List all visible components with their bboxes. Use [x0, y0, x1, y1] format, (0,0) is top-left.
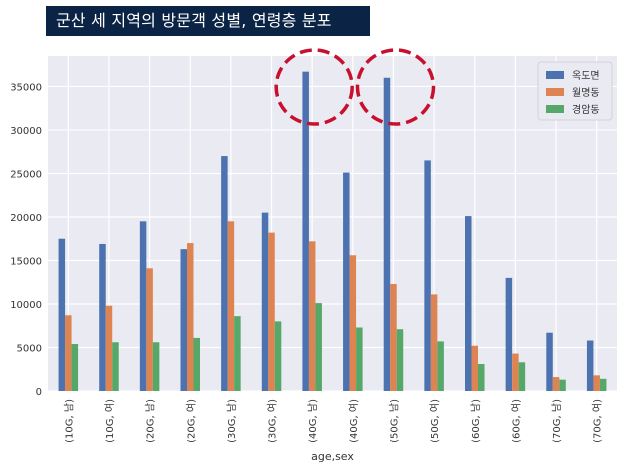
- bar: [227, 221, 235, 391]
- y-tick-label: 0: [36, 387, 42, 398]
- bar: [396, 329, 404, 391]
- x-axis-label: age,sex: [311, 450, 354, 463]
- x-tick-label: (30G, 여): [267, 399, 279, 443]
- bar: [261, 212, 269, 391]
- x-tick-label: (40G, 여): [348, 399, 360, 443]
- bar: [105, 305, 113, 391]
- highlight-circle: [274, 48, 354, 126]
- legend-swatch: [546, 105, 564, 113]
- y-tick-label: 25000: [10, 169, 42, 180]
- bar: [139, 221, 147, 391]
- bar: [152, 342, 160, 391]
- bar: [505, 277, 513, 391]
- x-tick-label: (10G, 남): [63, 399, 75, 443]
- bar: [424, 160, 431, 391]
- bar: [430, 294, 438, 391]
- bar: [65, 315, 72, 391]
- x-tick-label: (50G, 남): [388, 399, 400, 443]
- legend-swatch: [546, 71, 564, 79]
- bar: [464, 216, 472, 391]
- bar: [302, 71, 309, 391]
- legend-label: 옥도면: [572, 70, 600, 82]
- x-tick-label: (40G, 남): [307, 399, 319, 443]
- legend-swatch: [546, 88, 564, 96]
- y-tick-label: 5000: [17, 343, 42, 354]
- bar: [221, 156, 228, 391]
- x-tick-label: (30G, 남): [226, 399, 238, 443]
- bar: [546, 332, 553, 391]
- highlight-circles: [274, 48, 436, 126]
- y-tick-label: 15000: [10, 256, 42, 267]
- bar: [180, 249, 187, 391]
- bar: [99, 243, 106, 391]
- bar: [383, 77, 391, 392]
- x-tick-label: (60G, 여): [510, 399, 522, 443]
- bar: [315, 303, 322, 391]
- bars: [58, 71, 607, 392]
- y-tick-label: 30000: [10, 126, 42, 137]
- bar: [58, 238, 66, 391]
- bar: [559, 379, 566, 391]
- bar: [478, 364, 485, 391]
- legend-label: 월명동: [572, 87, 600, 99]
- y-tick-label: 35000: [10, 82, 42, 93]
- bar: [186, 243, 194, 391]
- x-tick-label: (20G, 남): [145, 399, 157, 443]
- y-tick-label: 10000: [10, 300, 42, 311]
- bar: [552, 377, 560, 391]
- bar: [586, 340, 594, 391]
- x-tick-label: (50G, 여): [429, 399, 441, 443]
- plot-area: [48, 56, 617, 391]
- bar: [471, 345, 479, 391]
- bar: [308, 241, 316, 391]
- x-tick-label: (70G, 여): [592, 399, 604, 443]
- y-axis-ticks: 0 5000 10000 15000 20000 25000 30000 35000: [10, 82, 42, 398]
- bar: [599, 378, 607, 391]
- bar: [112, 342, 119, 391]
- bar: [390, 283, 397, 391]
- legend-label: 경암동: [572, 103, 600, 116]
- bar: [234, 316, 241, 391]
- y-tick-label: 20000: [10, 213, 42, 224]
- bar: [146, 268, 153, 391]
- bar: [593, 375, 600, 391]
- bar: [356, 327, 363, 391]
- bar: [518, 362, 526, 391]
- bar: [193, 337, 201, 391]
- highlight-circle: [355, 48, 436, 126]
- bar: [437, 341, 444, 391]
- x-axis-ticks: (10G, 남) (10G, 여) (20G, 남) (20G, 여) (30G, 남)…: [63, 399, 603, 443]
- bar: [268, 232, 275, 391]
- bar: [71, 344, 79, 391]
- x-tick-label: (60G, 남): [470, 399, 482, 443]
- x-tick-label: (70G, 남): [551, 399, 563, 443]
- x-tick-label: (10G, 여): [104, 399, 116, 443]
- bar: [274, 321, 282, 391]
- x-tick-label: (20G, 여): [185, 399, 197, 443]
- bar: [512, 353, 519, 391]
- bar: [349, 255, 357, 391]
- bar: [343, 172, 350, 391]
- chart-title-banner: 군산 세 지역의 방문객 성별, 연령층 분포: [46, 6, 370, 36]
